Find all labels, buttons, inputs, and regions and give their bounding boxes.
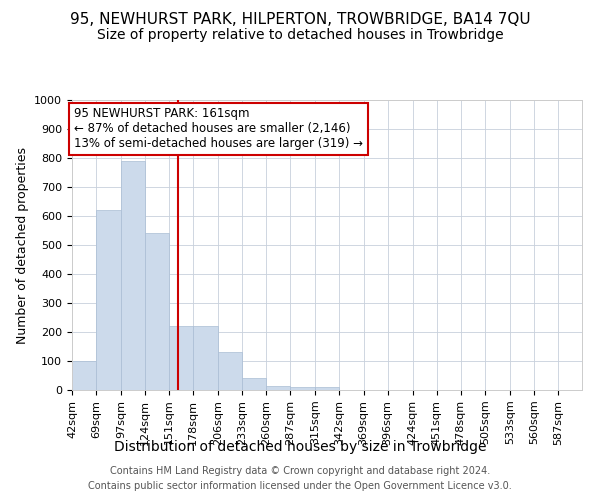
Text: Contains HM Land Registry data © Crown copyright and database right 2024.: Contains HM Land Registry data © Crown c…	[110, 466, 490, 476]
Bar	[316, 387, 340, 390]
Bar	[193, 326, 218, 390]
Bar	[121, 161, 145, 390]
Text: 95, NEWHURST PARK, HILPERTON, TROWBRIDGE, BA14 7QU: 95, NEWHURST PARK, HILPERTON, TROWBRIDGE…	[70, 12, 530, 28]
Bar	[169, 326, 193, 390]
Bar	[218, 352, 242, 390]
Text: Distribution of detached houses by size in Trowbridge: Distribution of detached houses by size …	[114, 440, 486, 454]
Bar	[96, 210, 121, 390]
Bar	[266, 386, 290, 390]
Bar	[72, 361, 96, 390]
Bar	[290, 387, 316, 390]
Text: Contains public sector information licensed under the Open Government Licence v3: Contains public sector information licen…	[88, 481, 512, 491]
Y-axis label: Number of detached properties: Number of detached properties	[16, 146, 29, 344]
Text: 95 NEWHURST PARK: 161sqm
← 87% of detached houses are smaller (2,146)
13% of sem: 95 NEWHURST PARK: 161sqm ← 87% of detach…	[74, 108, 363, 150]
Text: Size of property relative to detached houses in Trowbridge: Size of property relative to detached ho…	[97, 28, 503, 42]
Bar	[242, 378, 266, 390]
Bar	[145, 234, 169, 390]
